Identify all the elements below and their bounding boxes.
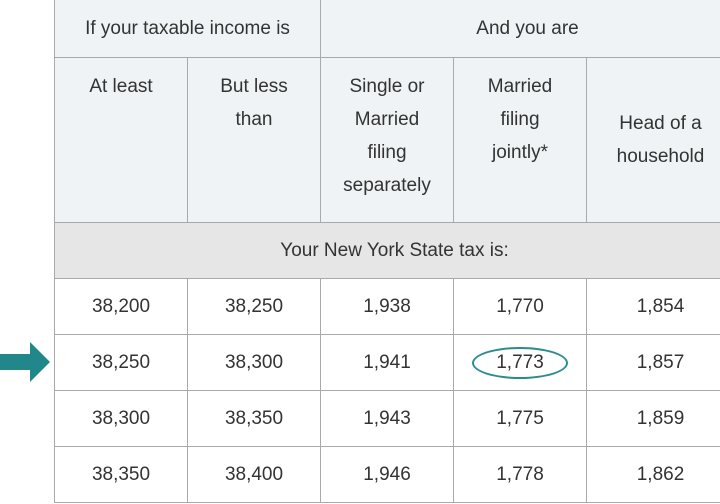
- cell: 1,778: [453, 446, 587, 503]
- cell: 38,300: [187, 334, 321, 391]
- col-married-jointly: Married filing jointly*: [453, 57, 587, 223]
- cell: 1,859: [585, 390, 720, 447]
- cell: 1,770: [453, 278, 587, 335]
- col-single: Single or Married filing separately: [320, 57, 454, 223]
- cell: 1,854: [585, 278, 720, 335]
- cell: 1,862: [585, 446, 720, 503]
- cell: 38,250: [54, 334, 188, 391]
- table-row: 38,200 38,250 1,938 1,770 1,854: [54, 278, 720, 335]
- subheader: Your New York State tax is:: [53, 222, 720, 279]
- table-row: 38,350 38,400 1,946 1,778 1,862: [54, 446, 720, 503]
- cell: 38,350: [54, 446, 188, 503]
- cell: 38,300: [54, 390, 188, 447]
- status-group-header: And you are: [319, 0, 720, 58]
- cell: 38,200: [54, 278, 188, 335]
- cell: 38,250: [187, 278, 321, 335]
- income-group-header: If your taxable income is: [54, 0, 321, 58]
- tax-table: If your taxable income is And you are At…: [53, 0, 720, 503]
- cell: 1,775: [453, 390, 587, 447]
- cell: 1,773: [453, 334, 587, 391]
- cell: 1,941: [320, 334, 454, 391]
- table-row: 38,300 38,350 1,943 1,775 1,859: [54, 390, 720, 447]
- cell: 1,943: [320, 390, 454, 447]
- cell: 38,400: [187, 446, 321, 503]
- cell: 1,857: [585, 334, 720, 391]
- cell: 1,946: [320, 446, 454, 503]
- cell: 1,938: [320, 278, 454, 335]
- col-head-household: Head of a household: [585, 57, 720, 223]
- table-row-highlighted: 38,250 38,300 1,941 1,773 1,857: [54, 334, 720, 391]
- col-at-least: At least: [54, 57, 188, 223]
- col-but-less-than: But less than: [187, 57, 321, 223]
- highlight-oval: 1,773: [472, 346, 568, 379]
- arrow-right-icon: [0, 342, 50, 382]
- cell: 38,350: [187, 390, 321, 447]
